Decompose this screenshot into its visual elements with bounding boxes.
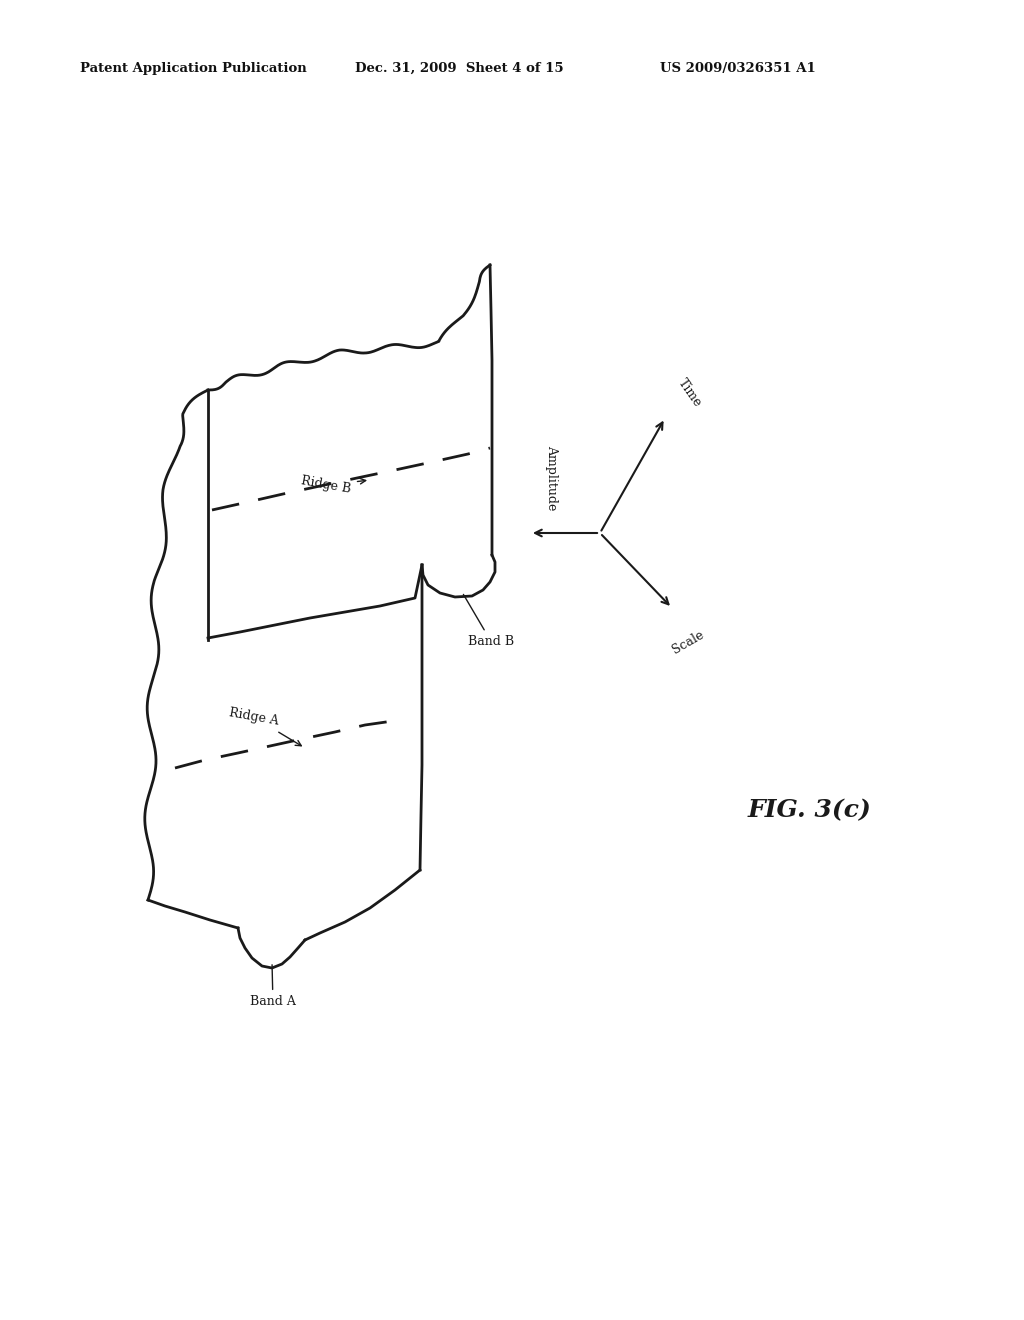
Text: Time: Time xyxy=(675,376,703,411)
Text: Patent Application Publication: Patent Application Publication xyxy=(80,62,307,75)
Text: Ridge B: Ridge B xyxy=(300,474,366,496)
Text: Band B: Band B xyxy=(464,594,514,648)
Text: FIG. 3(c): FIG. 3(c) xyxy=(749,799,872,822)
Text: Band A: Band A xyxy=(250,965,296,1008)
Text: Amplitude: Amplitude xyxy=(546,445,558,511)
Text: Ridge A: Ridge A xyxy=(228,706,301,746)
Text: Dec. 31, 2009  Sheet 4 of 15: Dec. 31, 2009 Sheet 4 of 15 xyxy=(355,62,563,75)
Text: Scale: Scale xyxy=(670,628,707,656)
Text: US 2009/0326351 A1: US 2009/0326351 A1 xyxy=(660,62,816,75)
